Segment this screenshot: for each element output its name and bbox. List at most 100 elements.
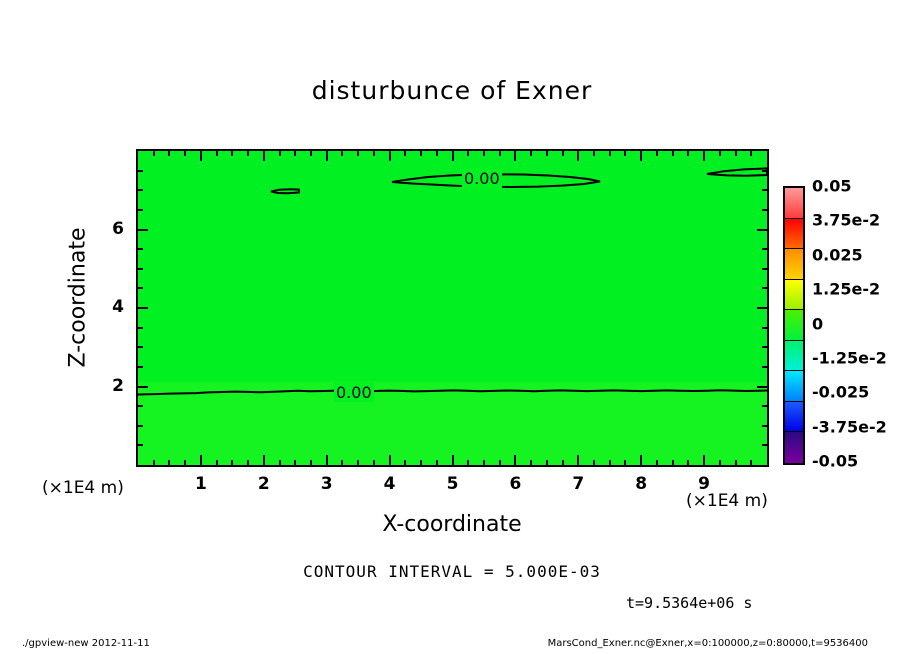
x-tick-label: 1 — [194, 474, 207, 494]
x-tick-bottom — [608, 460, 611, 465]
x-tick-bottom — [152, 460, 155, 465]
y-axis-title: Z-coordinate — [65, 227, 91, 368]
x-tick-top — [168, 151, 171, 156]
x-tick-top — [215, 151, 218, 156]
x-tick-top — [152, 151, 155, 156]
x-tick-top — [357, 151, 360, 156]
x-tick-top — [640, 151, 643, 161]
y-tick-right — [762, 326, 767, 329]
colorbar-tick-label: 0.05 — [812, 176, 852, 196]
x-tick-top — [262, 151, 265, 161]
x-tick-top — [734, 151, 737, 156]
y-tick-left — [138, 365, 143, 368]
x-tick-top — [388, 151, 391, 161]
x-tick-top — [671, 151, 674, 156]
colorbar-tick-label: -0.05 — [812, 451, 859, 471]
x-tick-top — [309, 151, 312, 156]
x-tick-top — [718, 151, 721, 156]
x-tick-top — [404, 151, 407, 156]
x-tick-bottom — [231, 460, 234, 465]
y-tick-right — [762, 444, 767, 447]
x-tick-bottom — [640, 455, 643, 465]
x-tick-top — [482, 151, 485, 156]
x-tick-top — [514, 151, 517, 161]
y-tick-left — [138, 267, 143, 270]
colorbar-band — [785, 188, 803, 219]
x-tick-top — [184, 151, 187, 156]
y-tick-right — [762, 189, 767, 192]
x-tick-top — [577, 151, 580, 161]
x-tick-top — [247, 151, 250, 156]
y-tick-left — [138, 444, 143, 447]
x-tick-top — [593, 151, 596, 156]
x-tick-bottom — [247, 460, 250, 465]
x-tick-bottom — [655, 460, 658, 465]
contour-label-upper: 0.00 — [462, 169, 502, 188]
x-tick-bottom — [278, 460, 281, 465]
x-tick-bottom — [545, 460, 548, 465]
y-tick-label: 2 — [112, 375, 124, 396]
colorbar-band — [785, 218, 803, 250]
y-tick-left — [138, 169, 143, 172]
x-tick-bottom — [435, 460, 438, 465]
y-tick-right — [762, 287, 767, 290]
x-axis-title: X-coordinate — [382, 512, 522, 537]
x-tick-label: 2 — [257, 474, 270, 494]
contour-field — [138, 151, 767, 465]
x-tick-top — [420, 151, 423, 156]
x-tick-label: 4 — [383, 474, 396, 494]
colorbar-band — [785, 401, 803, 433]
colorbar[interactable] — [783, 186, 805, 465]
x-tick-bottom — [624, 460, 627, 465]
colorbar-band — [785, 371, 803, 402]
y-tick-left — [138, 189, 143, 192]
colorbar-tick-label: 0.025 — [812, 245, 863, 265]
y-tick-left — [138, 424, 143, 427]
y-tick-label: 4 — [112, 297, 124, 317]
x-tick-bottom — [514, 455, 517, 465]
x-tick-top — [750, 151, 753, 156]
colorbar-tick-label: -1.25e-2 — [812, 348, 887, 368]
x-tick-top — [199, 151, 202, 161]
colorbar-band — [785, 310, 803, 341]
x-tick-top — [435, 151, 438, 156]
y-tick-right — [757, 385, 767, 388]
colorbar-band — [785, 249, 803, 280]
x-tick-label: 8 — [635, 474, 648, 494]
x-tick-bottom — [184, 460, 187, 465]
contour-label-lower: 0.00 — [334, 383, 374, 402]
y-tick-left — [138, 346, 143, 349]
y-tick-right — [762, 365, 767, 368]
x-tick-bottom — [309, 460, 312, 465]
contour-plot-area[interactable]: 0.00 0.00 — [136, 149, 769, 467]
y-tick-left — [138, 228, 148, 231]
x-tick-top — [467, 151, 470, 156]
y-tick-right — [762, 208, 767, 211]
x-tick-bottom — [168, 460, 171, 465]
x-tick-bottom — [577, 455, 580, 465]
x-tick-label: 5 — [446, 474, 459, 494]
colorbar-tick-label: 0 — [812, 314, 824, 333]
y-tick-right — [757, 228, 767, 231]
y-tick-left — [138, 208, 143, 211]
y-tick-label: 6 — [112, 218, 124, 239]
x-tick-top — [278, 151, 281, 156]
x-tick-bottom — [530, 460, 533, 465]
colorbar-band — [785, 279, 803, 311]
x-tick-bottom — [388, 455, 391, 465]
x-tick-top — [341, 151, 344, 156]
x-tick-bottom — [703, 455, 706, 465]
x-tick-bottom — [294, 460, 297, 465]
y-tick-left — [138, 307, 148, 309]
x-tick-top — [687, 151, 690, 156]
x-tick-top — [624, 151, 627, 156]
x-tick-top — [372, 151, 375, 156]
x-tick-label: 3 — [320, 474, 333, 494]
x-tick-bottom — [404, 460, 407, 465]
x-tick-top — [530, 151, 533, 156]
x-tick-bottom — [372, 460, 375, 465]
y-tick-right — [762, 248, 767, 251]
y-tick-right — [762, 346, 767, 349]
contour-interval-note: CONTOUR INTERVAL = 5.000E-03 — [303, 562, 601, 581]
y-tick-right — [762, 267, 767, 270]
